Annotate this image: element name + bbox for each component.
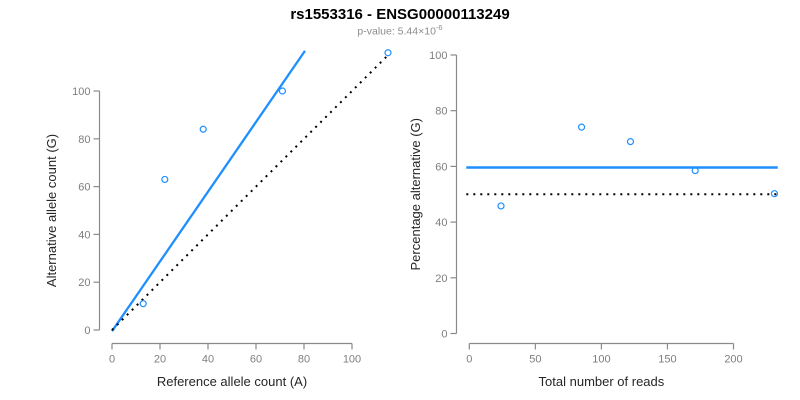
y-tick-label: 60 [435,161,447,173]
data-point [497,202,505,210]
y-axis-title: Alternative allele count (G) [44,134,59,287]
y-tick-label: 80 [435,106,447,118]
y-tick-label: 20 [435,273,447,285]
y-tick-label: 100 [72,86,90,98]
y-tick-label: 80 [78,134,90,146]
data-point [199,125,207,133]
plot-subtitle: p-value: 5.44×10-6 [0,23,800,38]
x-tick-label: 50 [529,354,541,366]
plot-percentage-vs-reads: 0 20 40 60 80 100 0 50 100 150 200 Total number of … [408,50,779,389]
y-tick-label: 20 [78,277,90,289]
data-point [577,123,586,131]
x-tick-label: 40 [202,354,214,366]
x-tick-label: 0 [109,354,115,366]
x-tick-label: 200 [724,354,742,366]
x-tick-label: 100 [343,354,361,366]
plot-title: rs1553316 - ENSG00000113249 [290,6,510,23]
y-tick-label: 60 [78,182,90,194]
identity-line [111,53,390,331]
x-axis-title: Reference allele count (A) [157,374,307,389]
y-tick-label: 40 [78,229,90,241]
y-tick-label: 40 [435,217,447,229]
y-axis-title: Percentage alternative (G) [408,118,423,270]
pvalue-exponent: -6 [435,23,443,32]
x-tick-label: 150 [658,354,676,366]
data-point [161,175,169,184]
x-tick-label: 0 [466,354,472,366]
data-point [691,166,699,175]
x-tick-label: 60 [250,354,262,366]
data-point [139,300,147,308]
x-tick-label: 20 [154,354,166,366]
x-tick-label: 80 [298,354,310,366]
y-tick-label: 0 [84,325,90,337]
fit-line [111,50,306,332]
x-tick-label: 100 [592,354,610,366]
data-point [278,87,286,95]
data-point [770,190,779,198]
data-point [626,138,635,146]
data-point [384,49,392,57]
x-axis-title: Total number of reads [539,374,665,389]
pvalue-text: p-value: 5.44×10 [357,25,436,38]
plot-allele-counts: 0 20 40 60 80 100 0 20 40 60 80 100 Reference allele… [44,49,392,389]
y-tick-label: 0 [441,329,447,341]
y-tick-label: 100 [429,50,447,62]
